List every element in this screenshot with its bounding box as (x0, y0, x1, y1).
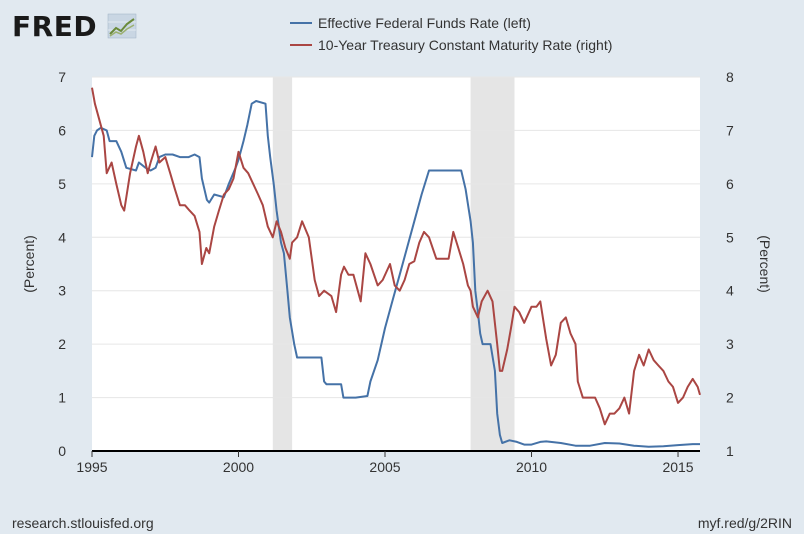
footer-short-link[interactable]: myf.red/g/2RIN (698, 515, 792, 531)
x-axis-ticks: 1995 2000 2005 2010 2015 (76, 451, 694, 475)
series-line-2 (91, 87, 701, 426)
y-right-tick-label-2: 2 (726, 390, 734, 406)
y-right-tick-label-8: 8 (726, 69, 734, 85)
y-left-tick-label-2: 2 (58, 336, 66, 352)
recession-bands (272, 77, 515, 451)
fred-logo[interactable]: FRED (12, 10, 137, 43)
y-left-tick-label-1: 1 (58, 390, 66, 406)
recession-band-0 (272, 77, 293, 451)
legend: Effective Federal Funds Rate (left) 10-Y… (290, 15, 612, 53)
y-right-tick-label-7: 7 (726, 122, 734, 138)
y-axis-right-ticks: 1 2 3 4 5 6 7 8 (726, 69, 734, 459)
legend-label-series2: 10-Year Treasury Constant Maturity Rate … (318, 37, 612, 53)
y-left-tick-label-5: 5 (58, 176, 66, 192)
plot-area (92, 77, 700, 451)
x-tick-label-2005: 2005 (369, 459, 400, 475)
y-axis-right-title: (Percent) (757, 235, 773, 293)
legend-item-series1[interactable]: Effective Federal Funds Rate (left) (290, 15, 531, 31)
y-right-tick-label-6: 6 (726, 176, 734, 192)
y-axis-left-title: (Percent) (21, 235, 37, 293)
y-right-tick-label-1: 1 (726, 443, 734, 459)
fred-logo-graph-icon (107, 13, 137, 39)
fred-logo-text: FRED (12, 10, 97, 43)
y-left-tick-label-4: 4 (58, 229, 66, 245)
x-tick-label-2010: 2010 (516, 459, 547, 475)
y-right-tick-label-3: 3 (726, 336, 734, 352)
y-right-tick-label-4: 4 (726, 283, 734, 299)
x-tick-label-2000: 2000 (223, 459, 254, 475)
y-axis-left-ticks: 0 1 2 3 4 5 6 7 (58, 69, 66, 459)
recession-band-1 (470, 77, 515, 451)
legend-label-series1: Effective Federal Funds Rate (left) (318, 15, 531, 31)
footer-source-link[interactable]: research.stlouisfed.org (12, 515, 154, 531)
x-tick-label-1995: 1995 (76, 459, 107, 475)
y-left-tick-label-6: 6 (58, 122, 66, 138)
series-line-1 (91, 100, 700, 448)
x-tick-label-2015: 2015 (662, 459, 693, 475)
y-left-tick-label-7: 7 (58, 69, 66, 85)
series-lines (91, 87, 701, 448)
y-left-tick-label-0: 0 (58, 443, 66, 459)
legend-item-series2[interactable]: 10-Year Treasury Constant Maturity Rate … (290, 37, 612, 53)
y-left-tick-label-3: 3 (58, 283, 66, 299)
y-right-tick-label-5: 5 (726, 229, 734, 245)
